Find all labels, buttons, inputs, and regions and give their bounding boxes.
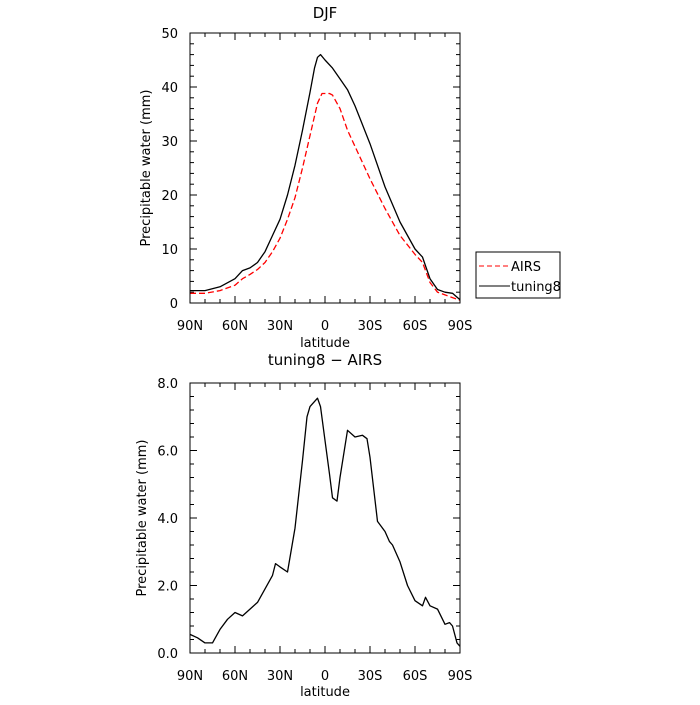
x-axis-label: latitude [300,336,350,351]
series-line-airs [190,92,461,301]
x-tick-label: 60N [222,669,248,684]
y-tick-label: 0.0 [157,647,178,662]
series-group [189,397,461,647]
x-tick-label-group: 90N 60N 30N 0 30S 60S 90S [177,319,473,334]
x-tick-label: 90S [448,669,473,684]
plot-frame [189,382,461,654]
panel-difference: tuning8 − AIRS latitude Precipitable wat… [135,351,472,700]
series-line-difference [189,397,461,647]
y-tick-label: 6.0 [157,445,178,460]
legend-box [475,251,561,299]
x-tick-label: 0 [321,669,329,684]
x-tick-label: 30S [358,319,383,334]
x-tick-label: 90N [177,669,203,684]
legend: AIRS tuning8 [475,251,561,299]
x-tick-label: 90S [448,319,473,334]
y-tick-label: 8.0 [157,377,178,392]
panel-djf: DJF latitude Precipitable water (mm) 90N… [139,4,561,351]
tick-group [189,32,461,304]
chart-title: DJF [313,4,338,22]
y-tick-label: 50 [161,27,178,42]
chart-title: tuning8 − AIRS [268,351,382,369]
y-tick-label: 2.0 [157,580,178,595]
x-tick-label: 90N [177,319,203,334]
x-tick-label: 60S [403,319,428,334]
y-tick-label: 30 [161,135,178,150]
y-tick-label-group: 0.0 2.0 4.0 6.0 8.0 [157,377,178,662]
x-tick-label: 30N [267,319,293,334]
y-tick-label-group: 0 10 20 30 40 50 [161,27,178,312]
series-line-tuning8 [190,53,461,301]
x-tick-label: 30N [267,669,293,684]
legend-entry-tuning8: tuning8 [511,280,561,295]
y-axis-label: Precipitable water (mm) [139,90,154,247]
plot-frame [189,32,461,304]
y-axis-label: Precipitable water (mm) [135,440,150,597]
x-tick-label: 60S [403,669,428,684]
y-tick-label: 4.0 [157,512,178,527]
y-tick-label: 10 [161,243,178,258]
x-tick-label: 30S [358,669,383,684]
x-tick-label: 0 [321,319,329,334]
x-tick-label: 60N [222,319,248,334]
legend-entry-airs: AIRS [511,260,541,275]
y-tick-label: 0 [170,297,178,312]
x-tick-label-group: 90N 60N 30N 0 30S 60S 90S [177,669,473,684]
y-tick-label: 40 [161,81,178,96]
y-tick-label: 20 [161,189,178,204]
x-axis-label: latitude [300,685,350,700]
series-group [190,53,461,301]
tick-group [189,382,461,654]
